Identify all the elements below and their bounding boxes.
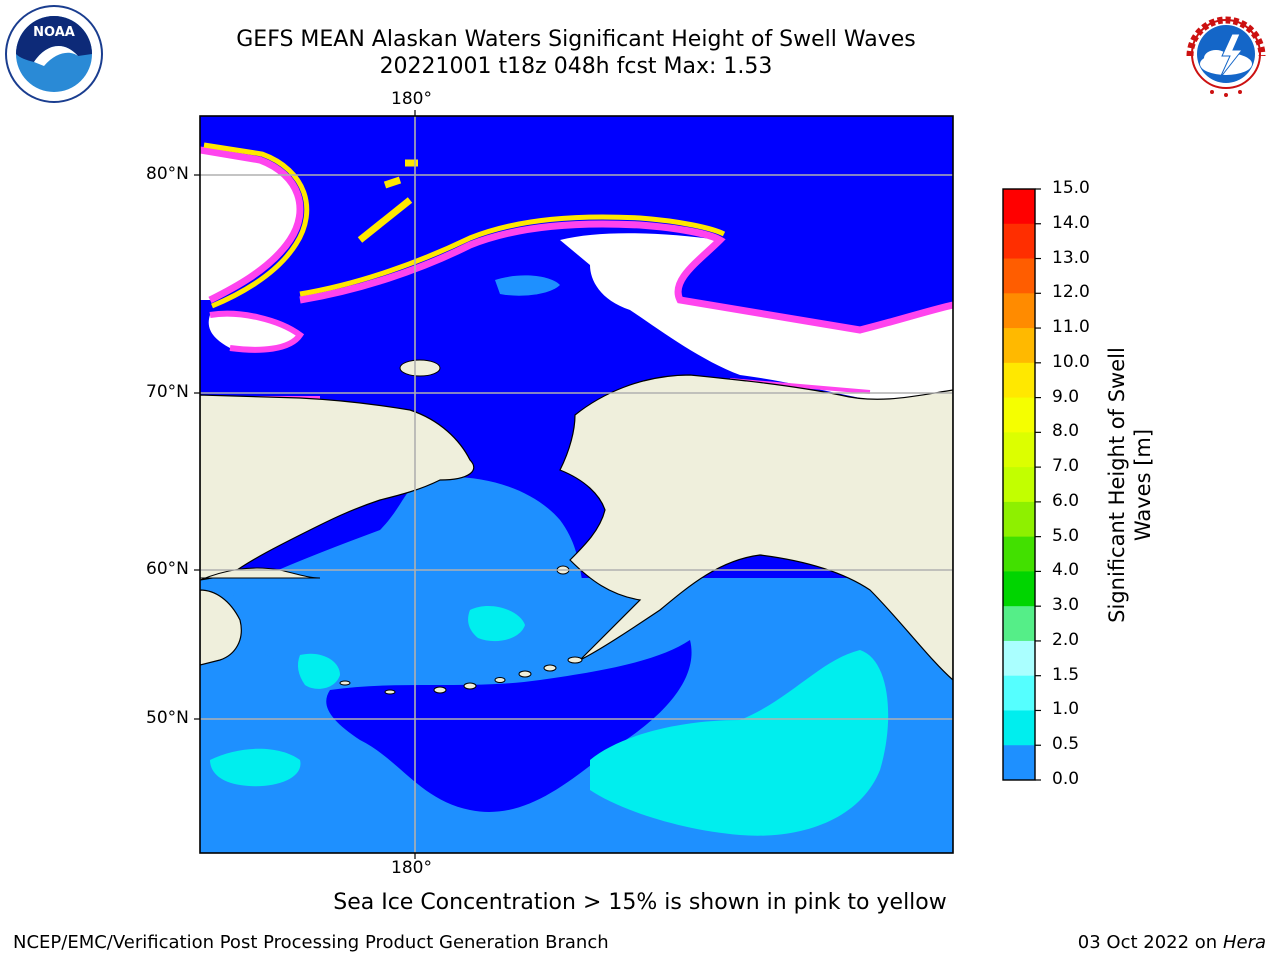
colorbar-segment (1003, 675, 1035, 711)
colorbar-tick-label: 14.0 (1052, 212, 1090, 233)
colorbar-tick-label: 0.0 (1052, 769, 1080, 789)
footer-right: 03 Oct 2022 on Hera (1078, 932, 1266, 953)
colorbar-tick-label: 8.0 (1052, 421, 1080, 442)
swell-zone-low-pocket (326, 640, 692, 812)
lat-label-70: 70°N (146, 382, 189, 402)
colorbar-segment (1003, 571, 1035, 607)
swell-zone-high-east (590, 650, 889, 836)
colorbar-tick-label: 3.0 (1052, 595, 1080, 616)
colorbar-segment (1003, 536, 1035, 572)
colorbar-segment (1003, 328, 1035, 364)
footer-left: NCEP/EMC/Verification Post Processing Pr… (13, 932, 609, 953)
noaa-logo-text: NOAA (33, 25, 75, 40)
colorbar-segment (1003, 258, 1035, 294)
colorbar-segment (1003, 362, 1035, 399)
colorbar-tick-label: 5.0 (1052, 525, 1080, 546)
colorbar-segment (1003, 501, 1035, 538)
colorbar-segment (1003, 745, 1035, 781)
colorbar-segment (1003, 710, 1035, 746)
nws-logo (1179, 7, 1273, 101)
swell-zone-high-bering (468, 605, 525, 642)
colorbar-tick-label: 1.5 (1052, 664, 1080, 685)
land-kamchatka (200, 589, 242, 666)
swell-zone-high-west (210, 748, 301, 787)
chart-title: GEFS MEAN Alaskan Waters Significant Hei… (236, 27, 916, 52)
land-alaska (559, 374, 953, 681)
colorbar-segment (1003, 606, 1035, 642)
colorbar-tick-label: 15.0 (1052, 178, 1090, 198)
noaa-logo: NOAA (5, 5, 103, 103)
lat-label-80: 80°N (146, 164, 189, 184)
land-siberia (200, 394, 475, 581)
colorbar-tick-label: 1.0 (1052, 699, 1080, 720)
colorbar (1003, 188, 1041, 781)
lon-label-top: 180° (391, 89, 432, 109)
colorbar-tick-label: 11.0 (1052, 317, 1090, 338)
ice-pack-east (560, 233, 953, 400)
colorbar-segment (1003, 293, 1035, 329)
footer-date: 03 Oct 2022 on (1077, 932, 1223, 953)
colorbar-tick-label: 7.0 (1052, 456, 1080, 477)
lat-label-50: 50°N (146, 708, 189, 728)
chart-subtitle: 20221001 t18z 048h fcst Max: 1.53 (379, 54, 773, 79)
colorbar-tick-label: 4.0 (1052, 560, 1080, 581)
colorbar-segment (1003, 467, 1035, 503)
ice-pack-west (200, 150, 300, 300)
colorbar-tick-label: 0.5 (1052, 734, 1080, 755)
colorbar-frame (1002, 188, 1036, 781)
colorbar-segment (1003, 397, 1035, 433)
colorbar-tick-label: 6.0 (1052, 490, 1080, 511)
colorbar-tick-label: 13.0 (1052, 247, 1090, 268)
colorbar-tick-label: 12.0 (1052, 282, 1090, 303)
colorbar-segment (1003, 640, 1035, 677)
colorbar-tick-label: 2.0 (1052, 629, 1080, 650)
colorbar-segment (1003, 189, 1035, 225)
lat-label-60: 60°N (146, 559, 189, 579)
graticule (200, 116, 953, 853)
colorbar-label: Significant Height of Swell Waves [m] (1105, 347, 1155, 623)
map-frame (199, 115, 954, 854)
aleutian-islands (339, 359, 583, 695)
ice-note: Sea Ice Concentration > 15% is shown in … (333, 890, 947, 915)
colorbar-segment (1003, 223, 1035, 260)
colorbar-segment (1003, 432, 1035, 468)
colorbar-tick-label: 9.0 (1052, 386, 1080, 407)
colorbar-tick-label: 10.0 (1052, 351, 1090, 372)
footer-host: Hera (1222, 932, 1266, 953)
swell-zone-high-small (297, 653, 340, 689)
lon-label-bottom: 180° (391, 858, 432, 878)
